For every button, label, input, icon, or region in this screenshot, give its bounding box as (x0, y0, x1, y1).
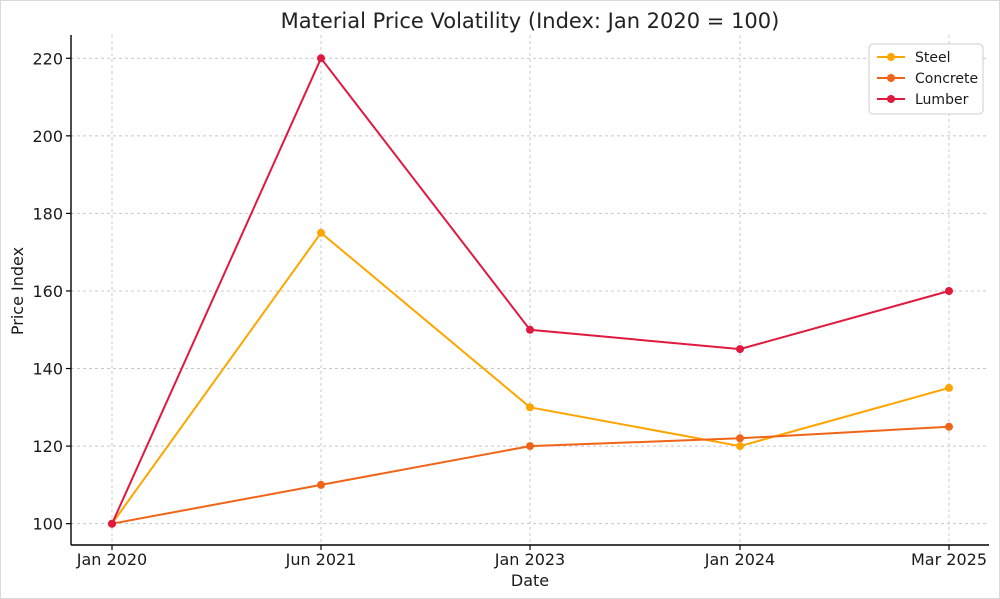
data-point-steel (945, 383, 953, 392)
legend-marker-swatch (887, 74, 895, 82)
data-point-lumber (736, 345, 744, 354)
x-tick-label: Mar 2025 (911, 550, 987, 569)
data-point-concrete (526, 442, 534, 451)
data-point-concrete (945, 422, 953, 431)
chart-title: Material Price Volatility (Index: Jan 20… (281, 9, 780, 33)
data-point-concrete (736, 434, 744, 443)
ticks: Jan 2020 Jun 2021 Jan 2023 Jan 2024 Mar 2025… (32, 49, 987, 569)
legend-label: Concrete (915, 71, 978, 87)
grid (71, 35, 989, 545)
y-tick-label: 160 (32, 282, 63, 301)
x-axis-title: Date (511, 571, 549, 590)
data-point-lumber (317, 54, 325, 63)
series-lumber (108, 54, 953, 528)
data-point-lumber (945, 287, 953, 295)
x-tick-label: Jan 2024 (704, 550, 775, 569)
y-tick-label: 200 (32, 127, 63, 146)
legend-marker-swatch (887, 95, 895, 103)
data-point-steel (317, 228, 325, 237)
y-tick-label: 120 (32, 437, 63, 456)
y-tick-label: 180 (32, 204, 63, 223)
data-point-lumber (108, 519, 116, 528)
x-tick-label: Jan 2023 (494, 550, 565, 569)
legend: Steel Concrete Lumber (868, 43, 984, 115)
legend-item-steel: Steel (877, 50, 951, 66)
data-point-lumber (526, 325, 534, 334)
data-point-concrete (317, 480, 325, 489)
x-tick-label: Jun 2021 (285, 550, 357, 569)
legend-marker-swatch (887, 53, 895, 61)
legend-box (868, 43, 984, 115)
legend-item-lumber: Lumber (877, 92, 969, 108)
series-concrete (108, 422, 953, 528)
legend-label: Steel (915, 50, 951, 66)
data-point-steel (736, 442, 744, 451)
y-tick-label: 100 (32, 515, 63, 534)
y-axis-title: Price Index (8, 247, 27, 335)
data-point-steel (526, 403, 534, 412)
legend-item-concrete: Concrete (877, 71, 978, 87)
x-tick-label: Jan 2020 (76, 550, 147, 569)
series (108, 54, 953, 528)
y-tick-label: 220 (32, 49, 63, 68)
y-tick-label: 140 (32, 360, 63, 379)
legend-label: Lumber (915, 92, 969, 108)
